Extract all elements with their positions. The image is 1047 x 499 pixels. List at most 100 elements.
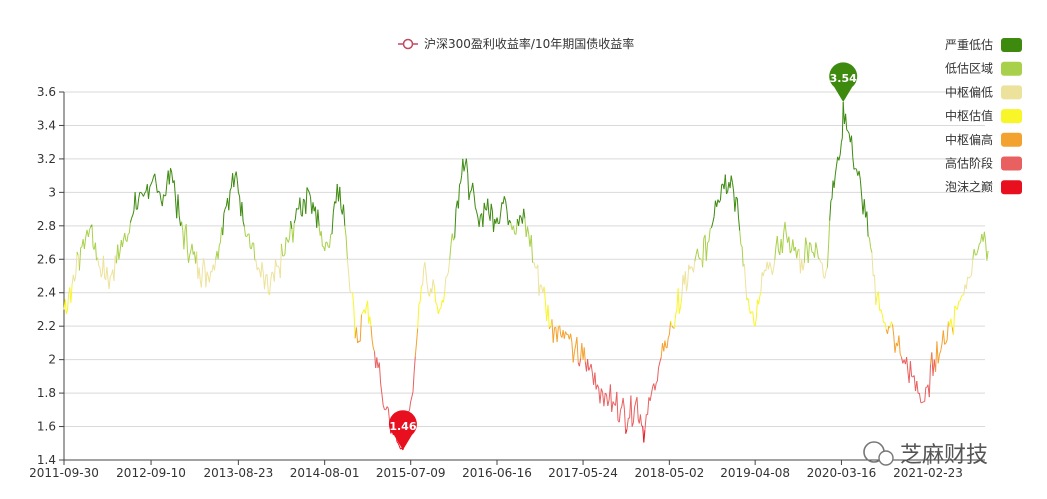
legend-item[interactable]: 中枢估值	[945, 108, 1022, 124]
series-segment	[944, 342, 947, 345]
series-segment	[906, 357, 909, 372]
series-segment	[968, 276, 971, 279]
legend-item[interactable]: 中枢偏低	[945, 84, 1022, 100]
series-segment	[155, 183, 158, 193]
series-segment	[976, 249, 979, 255]
series-segment	[148, 186, 151, 200]
series-segment	[606, 394, 609, 406]
max-marker[interactable]: 3.54	[829, 62, 858, 103]
legend-item[interactable]: 高估阶段	[945, 156, 1022, 171]
series-segment	[889, 321, 892, 329]
series-segment	[359, 314, 362, 342]
series-segment	[838, 154, 841, 161]
chart-legend-series[interactable]: 沪深300盈利收益率/10年期国债收益率	[398, 36, 634, 51]
series-segment	[893, 335, 896, 353]
series-segment	[431, 279, 434, 293]
series-segment	[371, 339, 374, 349]
series-segment	[825, 267, 828, 271]
legend-item-label: 高估阶段	[945, 156, 993, 171]
series-segment	[678, 306, 681, 314]
legend-item[interactable]: 低估区域	[945, 62, 1022, 76]
series-segment	[986, 250, 989, 261]
series-segment	[396, 441, 399, 444]
x-tick-label: 2016-06-16	[462, 466, 532, 480]
series-segment	[387, 408, 391, 422]
x-tick-label: 2018-05-02	[634, 466, 704, 480]
series-segment	[950, 318, 953, 328]
series-segment	[698, 256, 701, 260]
series-segment	[106, 266, 109, 280]
series-segment	[137, 198, 140, 210]
series-segment	[132, 210, 135, 216]
series-segment	[758, 296, 761, 305]
series-segment	[294, 208, 297, 220]
series-segment	[814, 242, 817, 258]
series-segment	[890, 321, 893, 325]
min-marker[interactable]: 1.46	[388, 410, 417, 450]
series-segment	[574, 345, 577, 352]
series-segment	[449, 244, 452, 260]
series-segment	[75, 251, 78, 277]
legend-item[interactable]: 严重低估	[945, 38, 1022, 52]
series-segment	[178, 215, 181, 226]
series-segment	[353, 307, 356, 339]
series-segment	[788, 236, 791, 254]
series-segment	[118, 250, 121, 260]
series-segment	[530, 235, 534, 263]
series-segment	[729, 175, 732, 189]
series-segment	[491, 210, 494, 233]
series-segment	[168, 168, 171, 185]
series-segment	[892, 324, 895, 337]
series-segment	[670, 320, 673, 327]
y-tick-label: 3.4	[37, 118, 56, 132]
series-segment	[436, 305, 439, 314]
series-segment	[426, 284, 429, 294]
series-segment	[853, 168, 856, 170]
series-segment	[285, 236, 288, 241]
legend-color-swatch	[1001, 109, 1022, 124]
legend-color-swatch	[1001, 156, 1022, 171]
series-segment	[656, 367, 659, 382]
x-tick-label: 2017-05-24	[548, 466, 618, 480]
series-segment	[453, 237, 456, 241]
series-segment	[515, 218, 518, 235]
legend-item[interactable]: 泡沫之巅	[945, 180, 1022, 195]
series-segment	[273, 259, 276, 282]
series-segment	[446, 271, 449, 277]
series-segment	[971, 259, 974, 276]
max-marker-pin-shape	[829, 62, 858, 103]
series-segment	[726, 191, 729, 195]
series-segment	[609, 384, 613, 412]
series-segment	[527, 226, 530, 235]
series-segment	[418, 302, 421, 305]
series-segment	[651, 386, 654, 394]
series-segment	[269, 280, 272, 296]
y-tick-label: 2.4	[37, 286, 56, 300]
series-segment	[631, 422, 634, 427]
series-segment	[792, 239, 795, 251]
series-segment	[173, 180, 176, 199]
series-segment	[279, 243, 282, 279]
series-segment	[507, 220, 510, 226]
y-tick-label: 1.6	[37, 420, 56, 434]
series-segment	[462, 158, 465, 172]
legend-item[interactable]: 中枢偏高	[945, 132, 1022, 147]
series-segment	[953, 305, 956, 335]
series-segment	[489, 203, 492, 221]
series-segment	[713, 200, 716, 217]
series-segment	[538, 284, 541, 296]
series-segment	[983, 231, 987, 242]
series-segment	[801, 259, 804, 271]
series-segment	[639, 414, 643, 426]
series-segment	[908, 361, 911, 384]
series-segment	[816, 248, 819, 258]
series-segment	[887, 326, 890, 334]
series-segment	[677, 288, 680, 314]
series-segment	[410, 396, 413, 402]
series-segment	[870, 247, 873, 253]
series-segment	[740, 244, 743, 247]
series-segment	[711, 222, 714, 228]
series-segment	[440, 300, 443, 309]
series-segment	[815, 242, 818, 249]
series-segment	[594, 372, 597, 390]
